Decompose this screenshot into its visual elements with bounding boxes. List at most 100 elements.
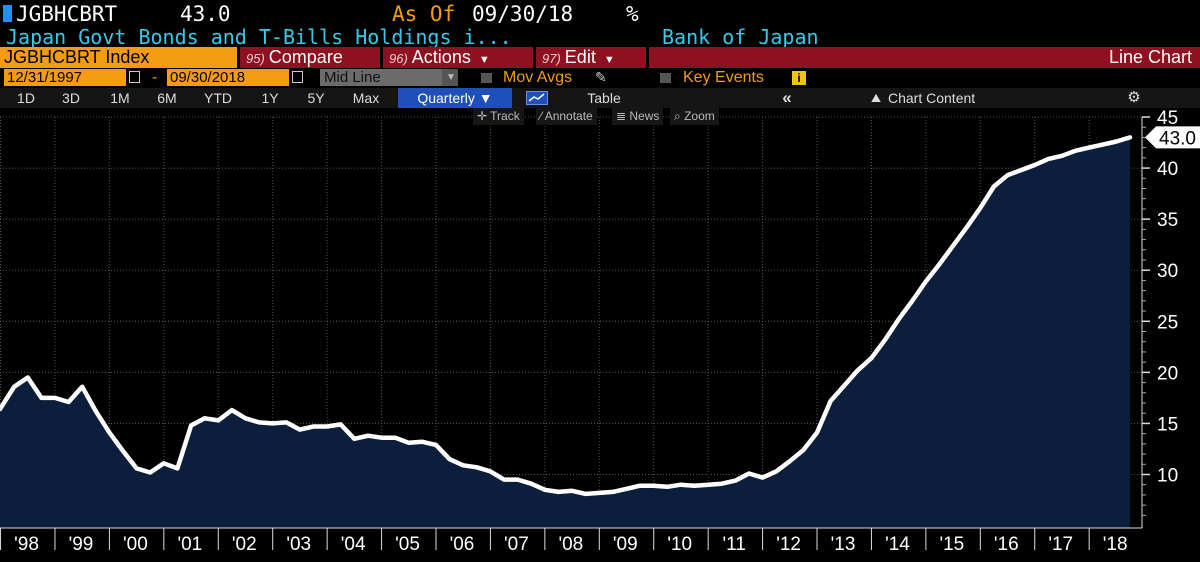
news-icon: ≣ bbox=[616, 109, 630, 123]
x-tick-label: '18 bbox=[1103, 534, 1128, 555]
last-value: 43.0 bbox=[180, 2, 231, 26]
zoom-tool[interactable]: ⌕ Zoom bbox=[670, 108, 719, 125]
x-tick-label: '03 bbox=[286, 534, 311, 555]
period-5y[interactable]: 5Y bbox=[307, 90, 325, 106]
x-tick-label: '00 bbox=[123, 534, 148, 555]
y-tick-label: 30 bbox=[1157, 261, 1178, 282]
x-tick-label: '16 bbox=[994, 534, 1019, 555]
description-row: Japan Govt Bonds and T-Bills Holdings i.… bbox=[0, 25, 1200, 49]
y-tick-label: 15 bbox=[1157, 414, 1178, 435]
last-value-label: 43.0 bbox=[1159, 128, 1196, 149]
frequency-select[interactable]: Quarterly ▼ bbox=[398, 88, 512, 108]
x-tick-label: '04 bbox=[341, 534, 366, 555]
period-1d[interactable]: 1D bbox=[17, 90, 35, 106]
line-chart-icon[interactable] bbox=[520, 88, 554, 108]
news-tool[interactable]: ≣ News bbox=[612, 108, 664, 125]
line-chart-glyph bbox=[526, 91, 548, 105]
actions-button[interactable]: 96) Actions ▼ bbox=[383, 47, 533, 68]
calendar-icon[interactable] bbox=[129, 71, 140, 83]
y-tick-label: 25 bbox=[1157, 312, 1178, 333]
actions-number: 96) bbox=[389, 51, 408, 66]
edit-label: Edit bbox=[564, 47, 596, 67]
x-tick-label: '06 bbox=[450, 534, 475, 555]
as-of-date: 09/30/18 bbox=[472, 2, 574, 26]
area-fill bbox=[0, 137, 1130, 528]
calendar-icon[interactable] bbox=[292, 71, 303, 83]
x-axis-band bbox=[0, 528, 1200, 562]
compare-number: 95) bbox=[246, 51, 265, 66]
chart-tools: ✛ Track ⁄ Annotate ≣ News ⌕ Zoom bbox=[0, 108, 1200, 125]
unit-label: % bbox=[626, 2, 639, 26]
y-tick-label: 20 bbox=[1157, 363, 1178, 384]
series-line bbox=[0, 135, 1133, 497]
chevron-down-icon[interactable]: ▼ bbox=[442, 69, 458, 86]
end-date-input[interactable]: 09/30/2018 bbox=[167, 69, 289, 86]
track-label: Track bbox=[490, 109, 520, 123]
period-1y[interactable]: 1Y bbox=[261, 90, 279, 106]
period-ytd[interactable]: YTD bbox=[204, 90, 232, 106]
security-field[interactable]: JGBHCBRT Index bbox=[0, 47, 237, 68]
as-of-label: As Of bbox=[392, 2, 456, 26]
x-tick-label: '17 bbox=[1048, 534, 1073, 555]
news-label: News bbox=[629, 109, 660, 123]
range-separator: - bbox=[152, 69, 158, 86]
x-tick-label: '98 bbox=[14, 534, 39, 555]
x-tick-label: '99 bbox=[69, 534, 94, 555]
info-icon[interactable]: i bbox=[792, 71, 806, 85]
zoom-label: Zoom bbox=[684, 109, 715, 123]
security-marker bbox=[3, 5, 12, 22]
x-tick-label: '12 bbox=[776, 534, 801, 555]
mov-avgs-checkbox[interactable] bbox=[481, 73, 492, 83]
y-tick-label: 10 bbox=[1157, 466, 1178, 487]
ticker-symbol: JGBHCBRT bbox=[16, 2, 118, 26]
main-toolbar: JGBHCBRT Index 95) Compare 96) Actions ▼ 97… bbox=[0, 47, 1200, 68]
x-tick-label: '11 bbox=[722, 534, 745, 555]
period-6m[interactable]: 6M bbox=[157, 90, 177, 106]
pencil-icon[interactable]: ✎ bbox=[595, 69, 607, 85]
x-tick-label: '13 bbox=[831, 534, 856, 555]
chart-content-button[interactable]: Chart Content bbox=[888, 90, 976, 106]
period-1m[interactable]: 1M bbox=[110, 90, 130, 106]
annotate-tool[interactable]: ⁄ Annotate bbox=[536, 108, 597, 125]
x-tick-label: '10 bbox=[667, 534, 692, 555]
key-events-label: Key Events bbox=[683, 69, 764, 86]
y-tick-label: 40 bbox=[1157, 159, 1178, 180]
line-mode-select[interactable]: Mid Line bbox=[320, 69, 442, 86]
table-button[interactable]: Table bbox=[587, 90, 621, 106]
compare-button[interactable]: 95) Compare bbox=[240, 47, 380, 68]
period-max[interactable]: Max bbox=[352, 90, 380, 106]
chart-type-button[interactable]: Line Chart bbox=[649, 47, 1200, 68]
compare-label: Compare bbox=[268, 47, 343, 67]
data-source: Bank of Japan bbox=[662, 25, 819, 49]
x-tick-label: '01 bbox=[177, 534, 202, 555]
date-range-row: 12/31/1997 - 09/30/2018 Mid Line ▼ Mov A… bbox=[0, 68, 1200, 88]
x-tick-label: '02 bbox=[232, 534, 257, 555]
last-value-box bbox=[1145, 126, 1200, 149]
crosshair-icon: ✛ bbox=[477, 109, 491, 123]
chevron-down-icon: ▼ bbox=[478, 54, 490, 66]
track-tool[interactable]: ✛ Track bbox=[473, 108, 524, 125]
gear-icon[interactable]: ⚙ bbox=[1127, 89, 1141, 106]
chart-content-icon: ⛰ bbox=[870, 91, 882, 105]
mov-avgs-label: Mov Avgs bbox=[503, 69, 573, 86]
annotate-label: Annotate bbox=[544, 109, 593, 123]
x-tick-label: '15 bbox=[939, 534, 964, 555]
key-events-checkbox[interactable] bbox=[660, 73, 671, 83]
security-header: JGBHCBRT 43.0 As Of 09/30/18 % bbox=[0, 0, 1200, 26]
y-tick-label: 45 bbox=[1157, 108, 1178, 129]
x-tick-label: '05 bbox=[395, 534, 420, 555]
edit-button[interactable]: 97) Edit ▼ bbox=[536, 47, 646, 68]
start-date-input[interactable]: 12/31/1997 bbox=[4, 69, 126, 86]
actions-label: Actions bbox=[411, 47, 471, 67]
annotate-icon: ⁄ bbox=[540, 109, 545, 123]
collapse-icon[interactable]: « bbox=[782, 88, 792, 107]
security-description: Japan Govt Bonds and T-Bills Holdings i.… bbox=[6, 25, 512, 49]
y-tick-label: 35 bbox=[1157, 210, 1178, 231]
x-tick-label: '09 bbox=[613, 534, 638, 555]
x-tick-label: '14 bbox=[885, 534, 910, 555]
chevron-down-icon: ▼ bbox=[603, 54, 615, 66]
x-tick-label: '07 bbox=[504, 534, 529, 555]
period-3d[interactable]: 3D bbox=[62, 90, 80, 106]
x-tick-label: '08 bbox=[558, 534, 583, 555]
